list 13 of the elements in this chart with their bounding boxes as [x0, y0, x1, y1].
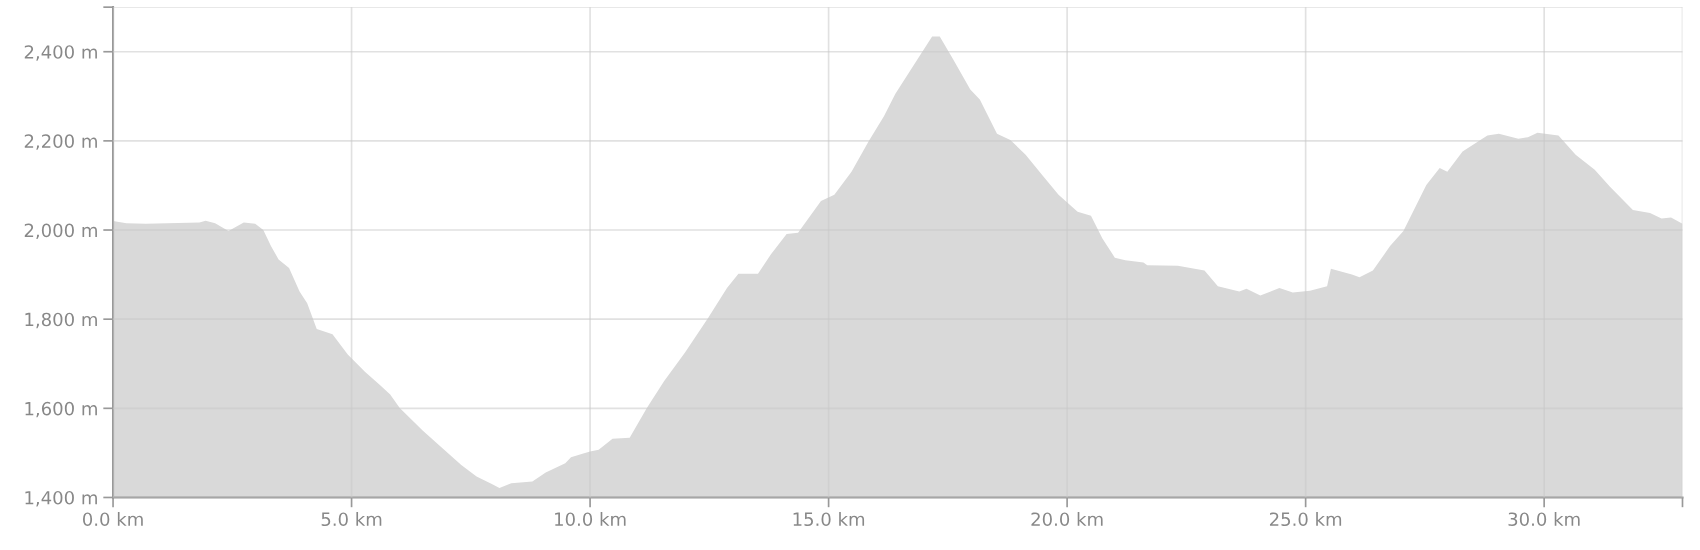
y-tick-label: 2,400 m: [24, 45, 97, 61]
x-tick-label: 0.0 km: [82, 512, 143, 527]
y-tick-label: 1,400 m: [25, 490, 97, 507]
x-tick-label: 10.0 km: [555, 512, 626, 527]
x-tick-label: 5.0 km: [321, 512, 382, 527]
x-tick-label: 15.0 km: [793, 512, 865, 527]
y-tick-label: 1,800 m: [25, 312, 97, 329]
y-tick-label: 1,600 m: [25, 401, 97, 418]
x-tick-label: 25.0 km: [1269, 512, 1342, 527]
y-tick-label: 2,200 m: [24, 134, 97, 150]
x-tick-label: 20.0 km: [1031, 512, 1103, 527]
x-tick-label: 30.0 km: [1508, 512, 1580, 527]
y-tick-label: 2,000 m: [24, 223, 97, 239]
